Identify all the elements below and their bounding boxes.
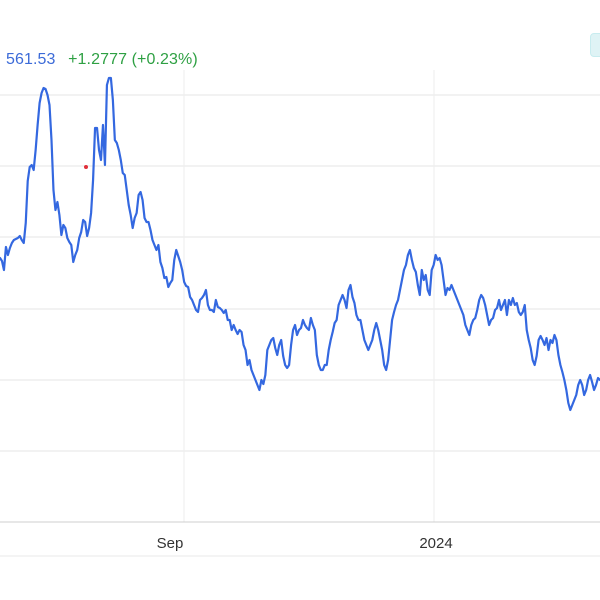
current-price: 561.53 xyxy=(6,51,56,68)
x-tick-label: 2024 xyxy=(419,535,452,552)
price-header: 561.53 +1.2777 (+0.23%) xyxy=(6,51,198,69)
corner-button[interactable] xyxy=(590,33,600,57)
x-tick-label: Sep xyxy=(157,535,184,552)
series-line xyxy=(0,76,600,412)
hover-marker xyxy=(84,165,88,169)
gridlines xyxy=(0,70,600,522)
price-change: +1.2777 (+0.23%) xyxy=(68,51,198,68)
